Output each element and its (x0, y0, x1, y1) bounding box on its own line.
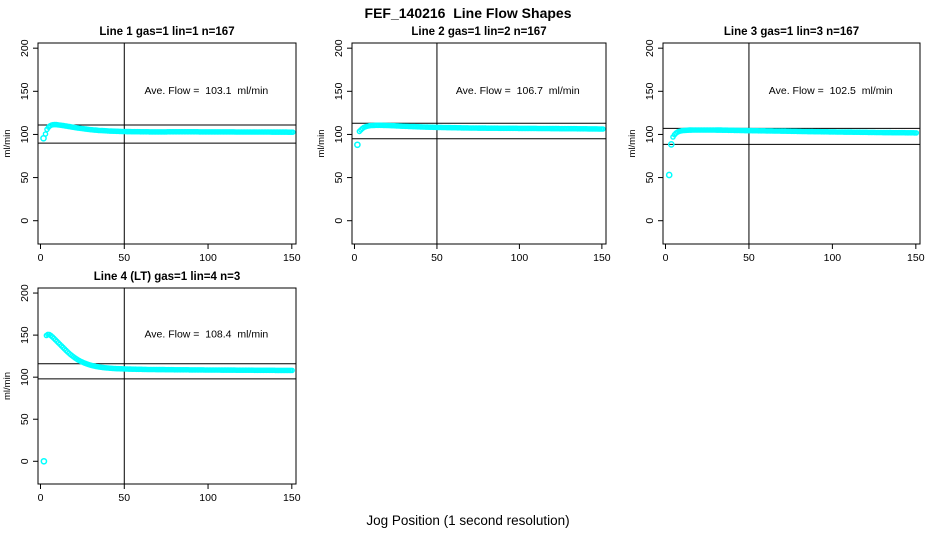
panel-title: Line 2 gas=1 lin=2 n=167 (411, 26, 546, 38)
figure-title: FEF_140216 Line Flow Shapes (364, 5, 572, 21)
outlier-point (667, 141, 675, 148)
outlier-point (40, 457, 48, 465)
outlier-point (40, 134, 47, 142)
x-tick-label: 150 (283, 492, 301, 504)
outlier-point (665, 171, 673, 179)
y-tick-label: 200 (333, 39, 345, 57)
y-tick-label: 150 (644, 82, 656, 100)
y-tick-label: 100 (19, 126, 31, 144)
x-tick-label: 50 (743, 252, 755, 264)
panel-2: 0 50 100 150 0 50 100 150 200 ml/min Line 2 gas=1 … (316, 26, 611, 264)
y-tick-label: 0 (19, 458, 31, 464)
y-tick-label: 100 (644, 126, 656, 144)
x-tick-label: 50 (118, 252, 130, 264)
x-tick-label: 100 (199, 492, 217, 504)
x-tick-label: 50 (118, 492, 130, 504)
ave-flow-annotation: Ave. Flow = 102.5 ml/min (769, 85, 893, 97)
y-axis-label: ml/min (2, 372, 13, 400)
x-axis-caption: Jog Position (1 second resolution) (366, 513, 570, 528)
y-tick-label: 0 (19, 218, 31, 224)
y-tick-label: 100 (333, 126, 345, 144)
x-tick-label: 0 (38, 252, 44, 264)
plot-box (351, 42, 607, 245)
y-tick-label: 50 (333, 172, 345, 184)
data-point (600, 126, 606, 132)
ave-flow-annotation: Ave. Flow = 103.1 ml/min (144, 85, 268, 97)
panel-title: Line 4 (LT) gas=1 lin=4 n=3 (94, 271, 240, 283)
plot-box (37, 287, 297, 485)
y-tick-label: 50 (19, 413, 31, 425)
y-tick-label: 100 (19, 368, 31, 386)
x-tick-label: 0 (663, 252, 669, 264)
data-series (40, 121, 296, 142)
y-tick-label: 150 (333, 82, 345, 100)
y-axis-label: ml/min (2, 130, 13, 158)
x-tick-label: 150 (283, 252, 301, 264)
y-tick-label: 200 (644, 39, 656, 57)
data-series (354, 122, 606, 149)
panel-1: 0 50 100 150 0 50 100 150 200 ml/min Line 1 gas=1 … (2, 26, 301, 264)
outlier-point (354, 141, 361, 149)
y-tick-label: 0 (644, 218, 656, 224)
data-point (289, 367, 295, 374)
ave-flow-annotation: Ave. Flow = 106.7 ml/min (456, 85, 580, 97)
x-tick-label: 150 (593, 252, 611, 264)
plot-box (662, 42, 921, 245)
y-tick-label: 50 (19, 172, 31, 184)
x-tick-label: 100 (199, 252, 217, 264)
panel-title: Line 1 gas=1 lin=1 n=167 (99, 26, 234, 38)
x-tick-label: 50 (431, 252, 443, 264)
panel-title: Line 3 gas=1 lin=3 n=167 (724, 26, 859, 38)
y-tick-label: 50 (644, 172, 656, 184)
panel-3: 0 50 100 150 0 50 100 150 200 ml/min Line 3 gas=1 … (627, 26, 925, 264)
y-axis-label: ml/min (627, 130, 638, 158)
y-tick-label: 150 (19, 82, 31, 100)
x-tick-label: 100 (511, 252, 529, 264)
y-axis-label: ml/min (316, 130, 327, 158)
y-tick-label: 0 (333, 218, 345, 224)
x-tick-label: 100 (824, 252, 842, 264)
data-point (913, 130, 920, 136)
panel-4: 0 50 100 150 0 50 100 150 200 ml/min Line 4 (LT) g… (2, 271, 301, 504)
data-series (665, 127, 920, 179)
plot-box (37, 42, 297, 245)
y-tick-label: 150 (19, 326, 31, 344)
y-tick-label: 200 (19, 284, 31, 302)
data-point (289, 129, 296, 135)
ave-flow-annotation: Ave. Flow = 108.4 ml/min (144, 329, 268, 341)
x-tick-label: 0 (352, 252, 358, 264)
data-series (40, 331, 295, 465)
y-tick-label: 200 (19, 39, 31, 57)
x-tick-label: 0 (38, 492, 44, 504)
x-tick-label: 150 (907, 252, 925, 264)
